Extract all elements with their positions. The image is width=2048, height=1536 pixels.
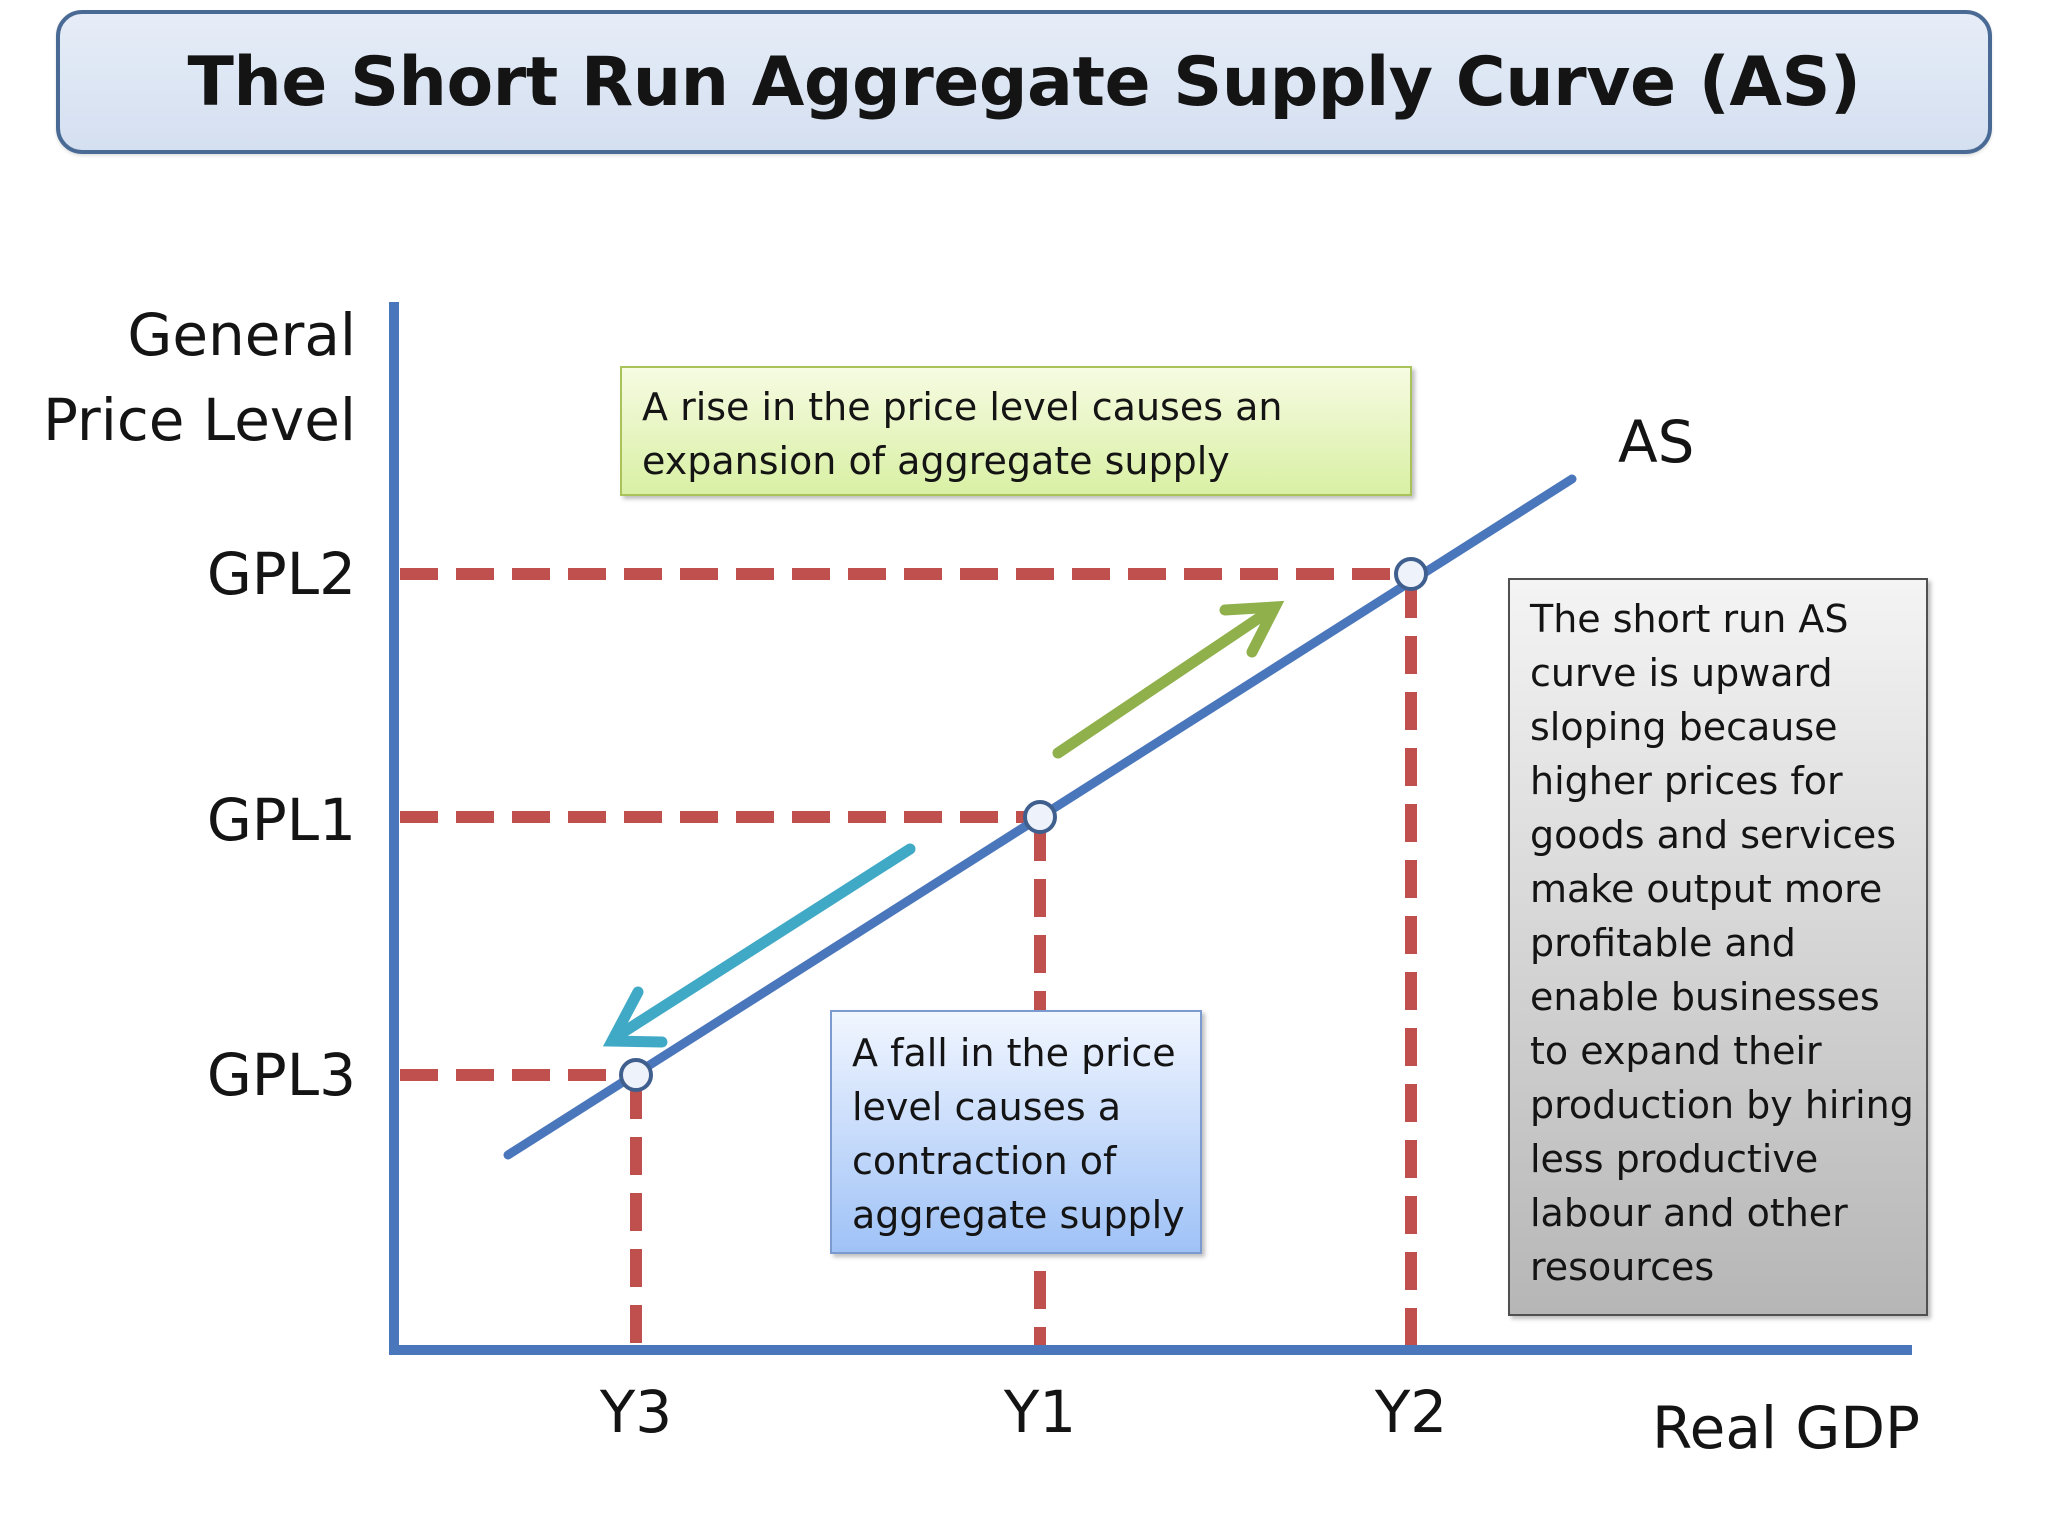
as-curve-label: AS [1618, 408, 1695, 476]
tick-gpl2: GPL2 [207, 540, 356, 608]
explanation-line: make output more [1530, 867, 1883, 911]
page-title: The Short Run Aggregate Supply Curve (AS… [187, 42, 1861, 122]
title-banner: The Short Run Aggregate Supply Curve (AS… [56, 10, 1992, 154]
y-axis-title-line2: Price Level [43, 386, 356, 454]
tick-y2: Y2 [1374, 1378, 1447, 1446]
point-gpl1-y1 [1023, 800, 1057, 834]
fall-callout: A fall in the price level causes a contr… [830, 1010, 1202, 1254]
explanation-line: The short run AS [1530, 597, 1849, 641]
tick-gpl3: GPL3 [207, 1041, 356, 1109]
explanation-line: higher prices for [1530, 759, 1843, 803]
fall-callout-line: contraction of [852, 1139, 1117, 1183]
explanation-line: resources [1530, 1245, 1715, 1289]
fall-callout-line: level causes a [852, 1085, 1122, 1129]
explanation-line: profitable and [1530, 921, 1796, 965]
x-axis-title: Real GDP [1652, 1394, 1920, 1462]
explanation-line: less productive [1530, 1137, 1819, 1181]
fall-callout-line: A fall in the price [852, 1031, 1176, 1075]
expansion-arrow [1052, 600, 1285, 759]
explanation-line: goods and services [1530, 813, 1897, 857]
tick-gpl1: GPL1 [207, 786, 356, 854]
point-gpl3-y3 [619, 1058, 653, 1092]
tick-y1: Y1 [1003, 1378, 1076, 1446]
explanation-line: enable businesses [1530, 975, 1880, 1019]
explanation-line: sloping because [1530, 705, 1838, 749]
explanation-line: production by hiring [1530, 1083, 1914, 1127]
tick-y3: Y3 [599, 1378, 672, 1446]
y-axis-title-line1: General [127, 301, 356, 369]
explanation-line: labour and other [1530, 1191, 1848, 1235]
rise-callout-line: expansion of aggregate supply [642, 439, 1230, 483]
rise-callout-line: A rise in the price level causes an [642, 385, 1283, 429]
fall-callout-line: aggregate supply [852, 1193, 1185, 1237]
explanation-line: curve is upward [1530, 651, 1833, 695]
explanation-callout: The short run AS curve is upward sloping… [1508, 578, 1928, 1316]
point-gpl2-y2 [1394, 557, 1428, 591]
rise-callout: A rise in the price level causes an expa… [620, 366, 1412, 496]
contraction-arrow [602, 843, 916, 1048]
explanation-line: to expand their [1530, 1029, 1822, 1073]
